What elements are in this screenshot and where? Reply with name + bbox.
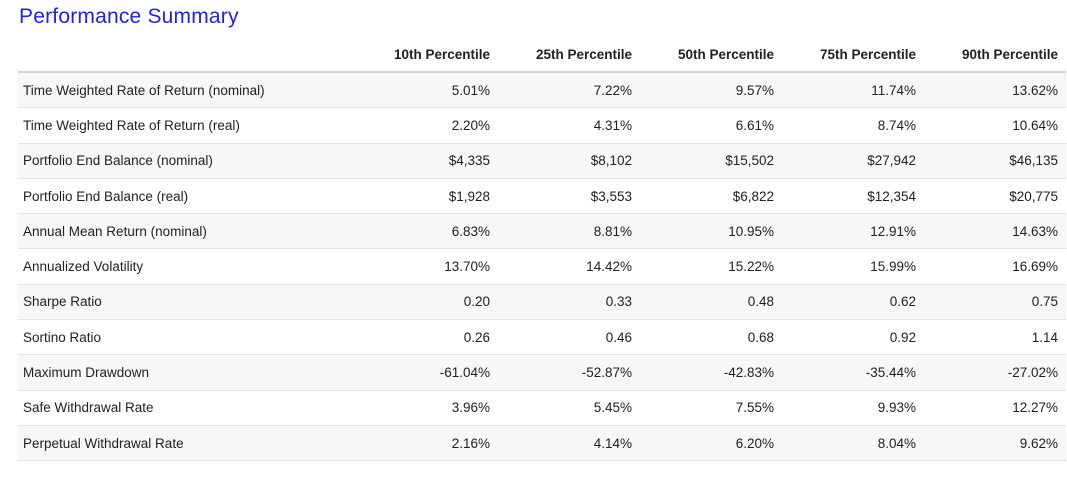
- cell-value: 7.55%: [640, 390, 782, 426]
- row-label: Perpetual Withdrawal Rate: [18, 425, 356, 462]
- cell-value: 1.14: [924, 319, 1066, 356]
- cell-value: 16.69%: [924, 248, 1066, 285]
- cell-value: $15,502: [640, 143, 782, 179]
- cell-value: $6,822: [640, 178, 782, 215]
- cell-value: 11.74%: [782, 72, 924, 109]
- column-header-metric: [18, 38, 356, 73]
- column-header-25th: 25th Percentile: [498, 38, 640, 73]
- cell-value: 2.20%: [356, 107, 498, 144]
- column-header-50th: 50th Percentile: [640, 38, 782, 73]
- cell-value: 0.46: [498, 319, 640, 356]
- cell-value: -61.04%: [356, 354, 498, 391]
- row-label: Sortino Ratio: [18, 319, 356, 356]
- cell-value: 9.62%: [924, 425, 1066, 462]
- cell-value: 13.70%: [356, 248, 498, 285]
- cell-value: 10.95%: [640, 213, 782, 250]
- cell-value: 5.01%: [356, 72, 498, 109]
- cell-value: 0.33: [498, 284, 640, 321]
- column-header-75th: 75th Percentile: [782, 38, 924, 73]
- cell-value: 8.04%: [782, 425, 924, 462]
- cell-value: 4.14%: [498, 425, 640, 462]
- cell-value: 0.48: [640, 284, 782, 321]
- cell-value: $20,775: [924, 178, 1066, 215]
- cell-value: 7.22%: [498, 72, 640, 109]
- cell-value: 12.27%: [924, 390, 1066, 426]
- cell-value: $8,102: [498, 143, 640, 179]
- cell-value: -27.02%: [924, 354, 1066, 391]
- header-row: 10th Percentile 25th Percentile 50th Per…: [18, 38, 1066, 73]
- table-row: Sortino Ratio 0.26 0.46 0.68 0.92 1.14: [18, 319, 1066, 356]
- table-row: Maximum Drawdown -61.04% -52.87% -42.83%…: [18, 354, 1066, 391]
- cell-value: 6.61%: [640, 107, 782, 144]
- cell-value: 2.16%: [356, 425, 498, 462]
- performance-summary-table: 10th Percentile 25th Percentile 50th Per…: [18, 38, 1066, 462]
- row-label: Safe Withdrawal Rate: [18, 390, 356, 426]
- cell-value: 8.74%: [782, 107, 924, 144]
- cell-value: $3,553: [498, 178, 640, 215]
- cell-value: 0.26: [356, 319, 498, 356]
- cell-value: 4.31%: [498, 107, 640, 144]
- cell-value: 9.57%: [640, 72, 782, 109]
- table-row: Safe Withdrawal Rate 3.96% 5.45% 7.55% 9…: [18, 390, 1066, 426]
- cell-value: 6.83%: [356, 213, 498, 250]
- table-header: 10th Percentile 25th Percentile 50th Per…: [18, 38, 1066, 73]
- page-title: Performance Summary: [19, 5, 239, 28]
- cell-value: 15.99%: [782, 248, 924, 285]
- cell-value: 14.42%: [498, 248, 640, 285]
- cell-value: $4,335: [356, 143, 498, 179]
- cell-value: -52.87%: [498, 354, 640, 391]
- table-row: Sharpe Ratio 0.20 0.33 0.48 0.62 0.75: [18, 284, 1066, 321]
- row-label: Maximum Drawdown: [18, 354, 356, 391]
- table-row: Time Weighted Rate of Return (nominal) 5…: [18, 72, 1066, 109]
- column-header-90th: 90th Percentile: [924, 38, 1066, 73]
- cell-value: 0.68: [640, 319, 782, 356]
- cell-value: 8.81%: [498, 213, 640, 250]
- table-row: Time Weighted Rate of Return (real) 2.20…: [18, 107, 1066, 144]
- cell-value: 0.92: [782, 319, 924, 356]
- cell-value: 0.62: [782, 284, 924, 321]
- cell-value: 12.91%: [782, 213, 924, 250]
- cell-value: 15.22%: [640, 248, 782, 285]
- cell-value: $46,135: [924, 143, 1066, 179]
- cell-value: -35.44%: [782, 354, 924, 391]
- cell-value: 5.45%: [498, 390, 640, 426]
- table-body: Time Weighted Rate of Return (nominal) 5…: [18, 72, 1066, 462]
- row-label: Portfolio End Balance (nominal): [18, 143, 356, 179]
- cell-value: 3.96%: [356, 390, 498, 426]
- row-label: Annualized Volatility: [18, 248, 356, 285]
- table-row: Portfolio End Balance (real) $1,928 $3,5…: [18, 178, 1066, 215]
- cell-value: 0.75: [924, 284, 1066, 321]
- table-row: Annualized Volatility 13.70% 14.42% 15.2…: [18, 248, 1066, 285]
- cell-value: 10.64%: [924, 107, 1066, 144]
- row-label: Time Weighted Rate of Return (nominal): [18, 72, 356, 109]
- cell-value: 0.20: [356, 284, 498, 321]
- cell-value: 13.62%: [924, 72, 1066, 109]
- cell-value: 6.20%: [640, 425, 782, 462]
- row-label: Sharpe Ratio: [18, 284, 356, 321]
- row-label: Time Weighted Rate of Return (real): [18, 107, 356, 144]
- cell-value: -42.83%: [640, 354, 782, 391]
- cell-value: $27,942: [782, 143, 924, 179]
- row-label: Portfolio End Balance (real): [18, 178, 356, 215]
- row-label: Annual Mean Return (nominal): [18, 213, 356, 250]
- cell-value: $12,354: [782, 178, 924, 215]
- cell-value: 9.93%: [782, 390, 924, 426]
- table-row: Annual Mean Return (nominal) 6.83% 8.81%…: [18, 213, 1066, 250]
- table-row: Perpetual Withdrawal Rate 2.16% 4.14% 6.…: [18, 425, 1066, 462]
- column-header-10th: 10th Percentile: [356, 38, 498, 73]
- cell-value: 14.63%: [924, 213, 1066, 250]
- table-row: Portfolio End Balance (nominal) $4,335 $…: [18, 143, 1066, 179]
- cell-value: $1,928: [356, 178, 498, 215]
